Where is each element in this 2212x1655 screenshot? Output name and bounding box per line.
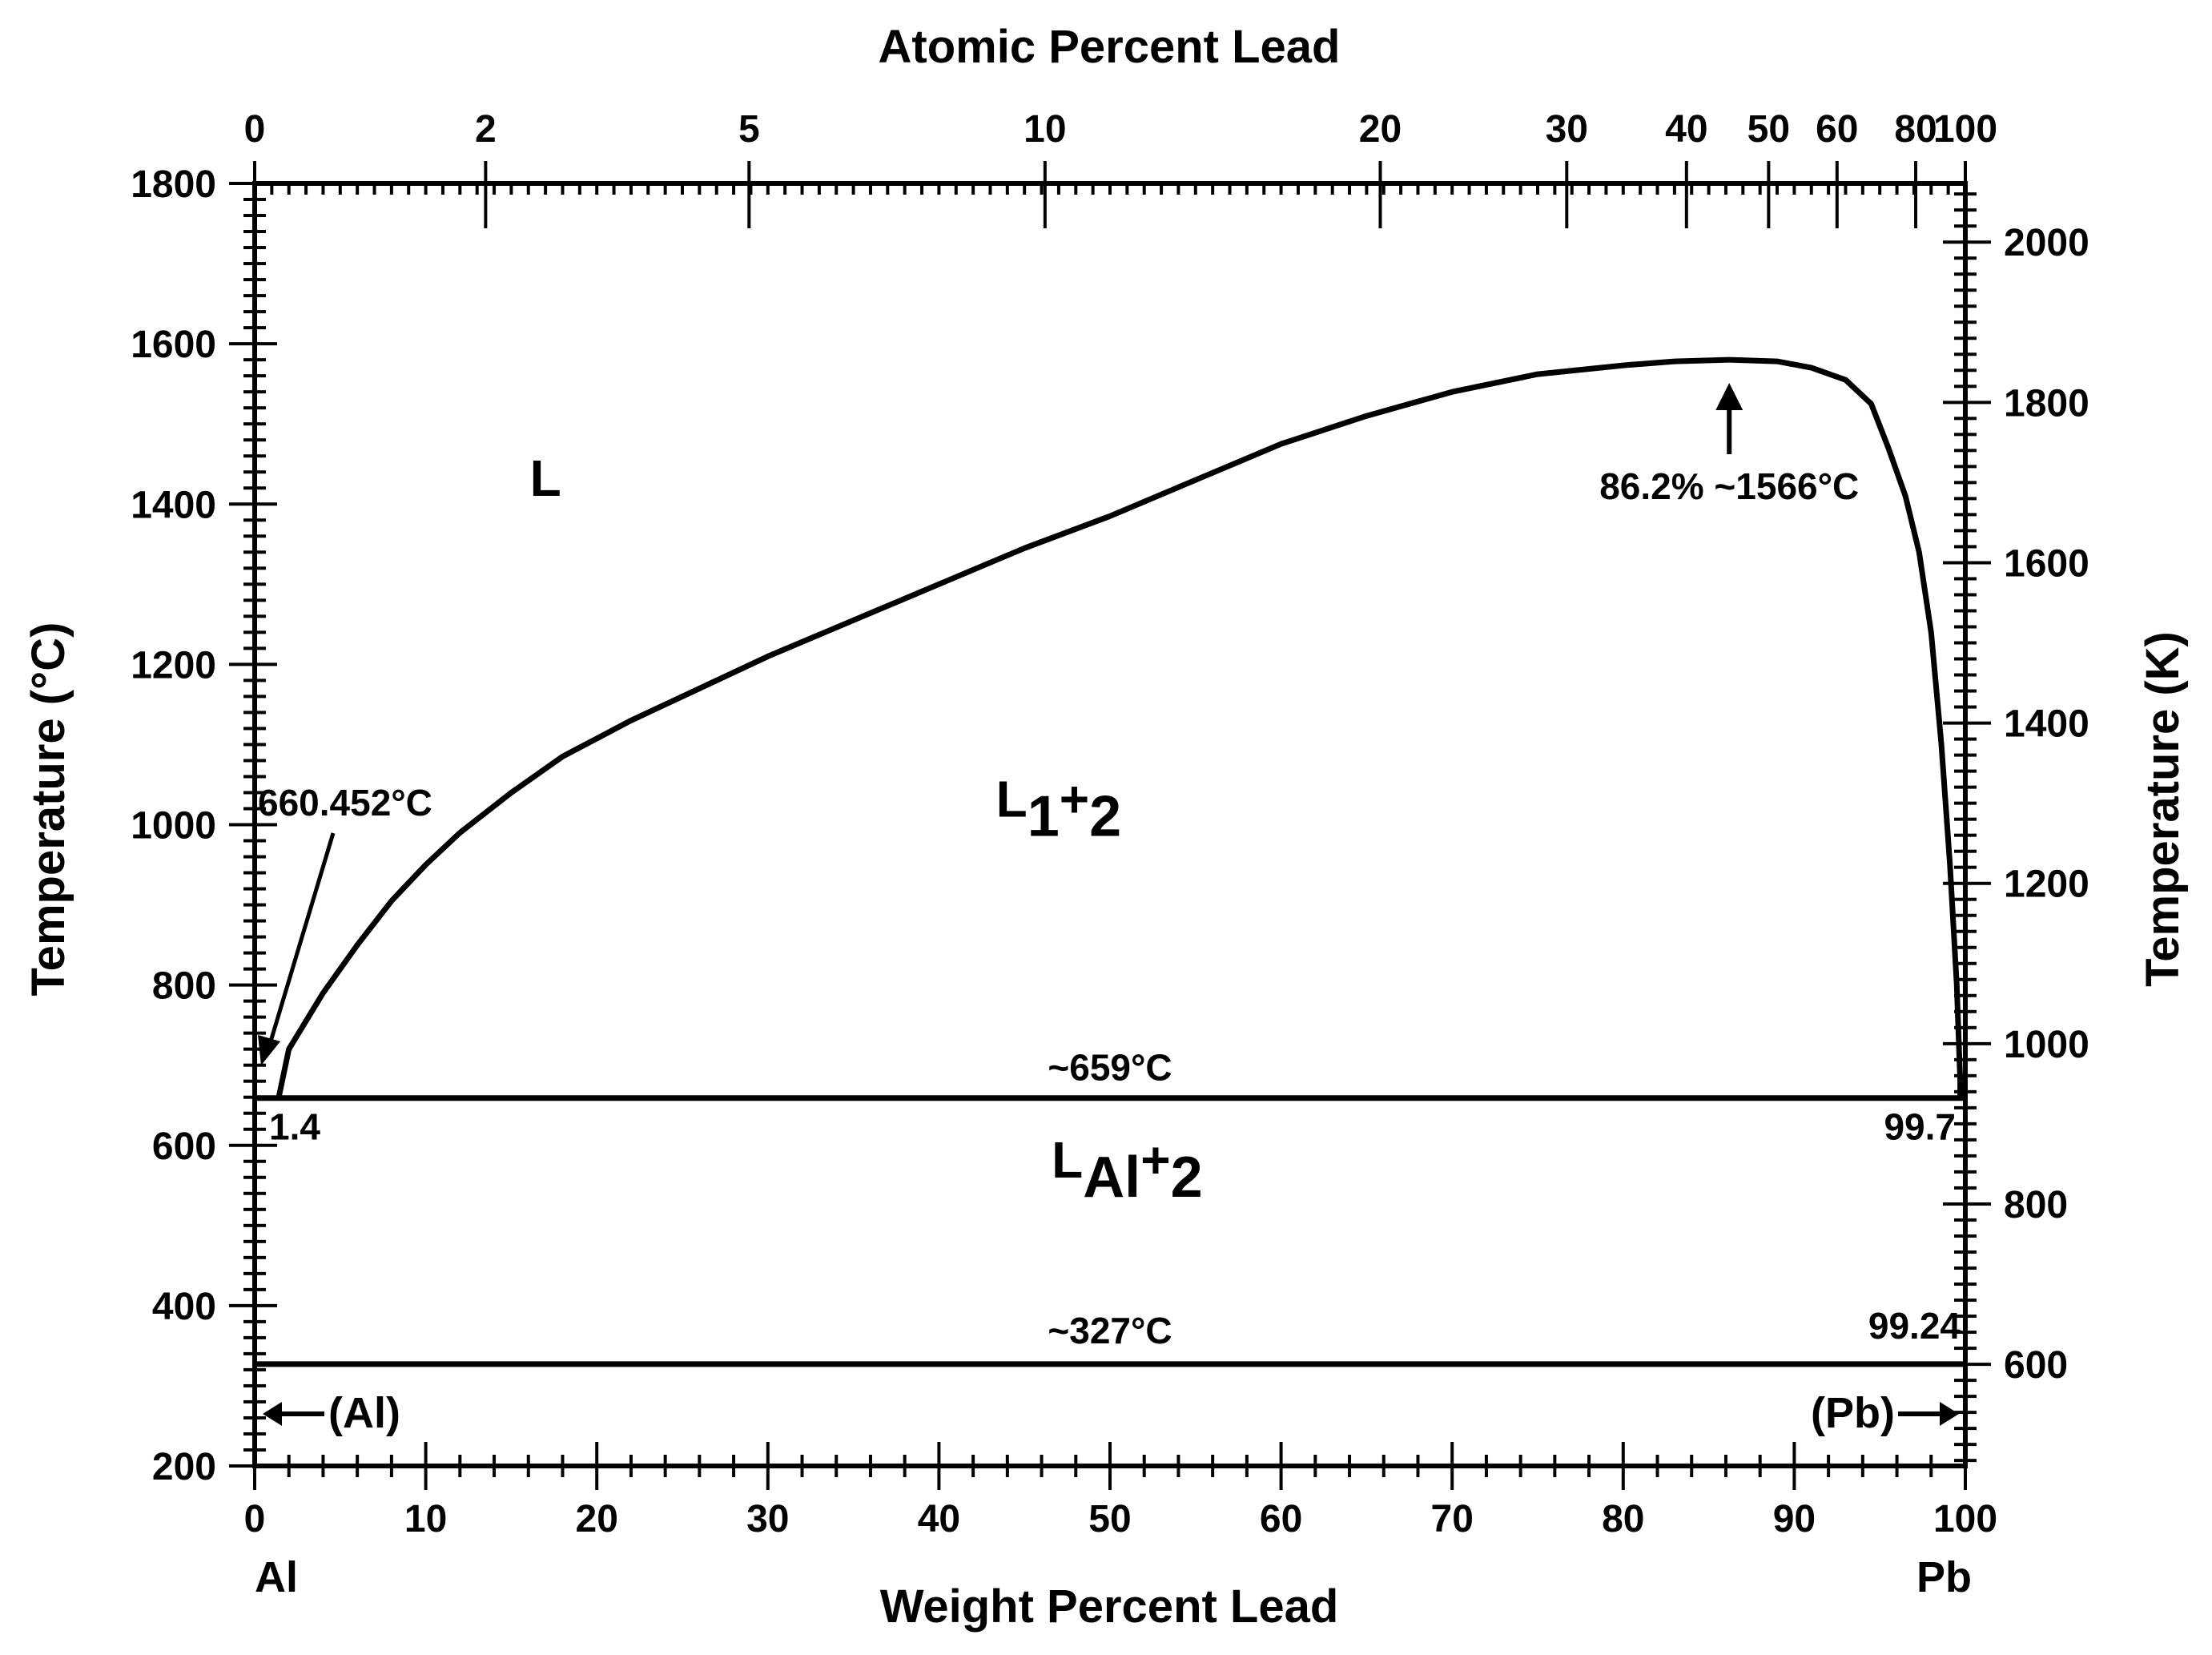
arrow-critical-head: [1715, 383, 1743, 410]
x2-tick-label: 80: [1894, 108, 1937, 151]
phase-boundaries: [255, 356, 1965, 1426]
y-tick-label: 1800: [131, 163, 216, 206]
phase-label-lal-l2-part: +: [1140, 1131, 1170, 1189]
phase-label-l1-l2-part: 1: [1028, 784, 1060, 848]
annotation-al-melting: 660.452°C: [258, 782, 432, 823]
y2-tick-label: 800: [2004, 1184, 2068, 1226]
x2-tick-label: 2: [475, 108, 497, 151]
annotation-critical-point: 86.2% ~1566°C: [1599, 465, 1859, 507]
annotation-monotectic-left: 1.4: [269, 1106, 320, 1148]
x2-tick-label: 10: [1024, 108, 1066, 151]
phase-label-l1-l2-part: L: [996, 770, 1028, 828]
x-tick-label: 20: [576, 1498, 618, 1540]
y2-axis-title: Temperature (K): [2137, 631, 2189, 987]
phase-label-lal-l2: LAl+2: [1052, 1131, 1203, 1210]
y-tick-label: 1200: [131, 644, 216, 687]
arrow-al-solid-head: [263, 1401, 282, 1426]
phase-label-lal-l2-part: 2: [1171, 1146, 1203, 1210]
y-tick-label: 800: [152, 965, 216, 1008]
y2-tick-label: 2000: [2004, 222, 2089, 264]
phase-label-l1-l2: L1+2: [996, 770, 1122, 848]
y-tick-label: 200: [152, 1446, 216, 1488]
phase-label-l1-l2-part: 2: [1089, 784, 1121, 848]
annotation-pb-solid: (Pb): [1811, 1389, 1895, 1437]
y2-tick-label: 1400: [2004, 703, 2089, 746]
x2-tick-label: 60: [1816, 108, 1858, 151]
phase-label-lal-l2-part: Al: [1083, 1146, 1140, 1210]
y-axis-title: Temperature (°C): [22, 622, 74, 997]
x-tick-label: 30: [746, 1498, 789, 1540]
x2-tick-label: 0: [244, 108, 266, 151]
y2-tick-label: 1600: [2004, 542, 2089, 585]
annotation-eutectic-temp: ~327°C: [1048, 1310, 1172, 1351]
y2-tick-label: 1800: [2004, 382, 2089, 425]
y2-tick-label: 1000: [2004, 1024, 2089, 1066]
phase-label-l: L: [530, 449, 561, 507]
phase-label-lal-l2-part: L: [1052, 1131, 1083, 1189]
x-tick-label: 90: [1773, 1498, 1816, 1540]
y-tick-label: 1600: [131, 324, 216, 366]
annotation-monotectic-right: 99.7: [1884, 1106, 1956, 1148]
x2-tick-label: 100: [1933, 108, 1997, 151]
y-tick-label: 600: [152, 1125, 216, 1168]
x-tick-label: 60: [1260, 1498, 1302, 1540]
x-tick-label: 40: [918, 1498, 960, 1540]
x-tick-label: 0: [244, 1498, 266, 1540]
x-tick-label: 50: [1088, 1498, 1131, 1540]
x-tick-label: 70: [1431, 1498, 1474, 1540]
y-tick-label: 1000: [131, 805, 216, 848]
arrow-al-melting-head: [258, 1035, 280, 1065]
miscibility-gap-curve: [275, 356, 1964, 1099]
labels: Weight Percent Lead Atomic Percent Lead …: [22, 21, 2189, 1633]
y-tick-label: 1400: [131, 484, 216, 526]
phase-label-l1-l2-part: +: [1060, 770, 1089, 828]
x-tick-label: 10: [404, 1498, 447, 1540]
annotation-monotectic-temp: ~659°C: [1048, 1047, 1172, 1089]
x-tick-label: 80: [1602, 1498, 1644, 1540]
y2-tick-label: 600: [2004, 1344, 2068, 1387]
arrow-al-melting-shaft: [268, 832, 336, 1042]
x-axis-title: Weight Percent Lead: [880, 1581, 1339, 1633]
annotation-eutectic-right: 99.24: [1868, 1305, 1961, 1347]
x2-axis-title: Atomic Percent Lead: [879, 21, 1341, 73]
element-label-pb: Pb: [1916, 1553, 1972, 1601]
arrow-pb-solid-head: [1940, 1401, 1959, 1426]
annotation-al-solid: (Al): [328, 1389, 400, 1437]
x2-tick-label: 5: [738, 108, 760, 151]
x2-tick-label: 20: [1359, 108, 1402, 151]
x2-tick-label: 30: [1546, 108, 1588, 151]
element-label-al: Al: [255, 1553, 298, 1601]
x2-tick-label: 40: [1665, 108, 1707, 151]
y-tick-label: 400: [152, 1286, 216, 1328]
y2-tick-label: 1200: [2004, 864, 2089, 906]
x-tick-label: 100: [1933, 1498, 1997, 1540]
x2-tick-label: 50: [1747, 108, 1790, 151]
